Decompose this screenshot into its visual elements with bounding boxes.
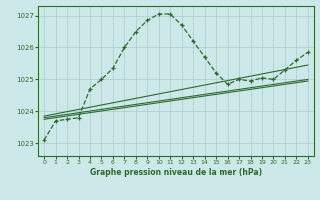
X-axis label: Graphe pression niveau de la mer (hPa): Graphe pression niveau de la mer (hPa)	[90, 168, 262, 177]
